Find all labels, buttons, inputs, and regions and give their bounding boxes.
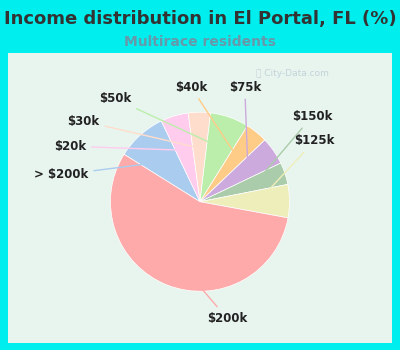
Text: $30k: $30k [68,115,197,147]
Wedge shape [200,184,290,218]
Text: $75k: $75k [229,80,261,166]
Text: $50k: $50k [99,92,217,146]
Wedge shape [110,154,288,291]
Text: ⓘ City-Data.com: ⓘ City-Data.com [256,69,328,78]
Text: > $200k: > $200k [34,162,162,181]
Text: $40k: $40k [175,80,235,154]
Bar [8,52,392,343]
Wedge shape [188,112,210,202]
Text: $125k: $125k [260,134,335,199]
Text: $150k: $150k [257,110,332,181]
Text: Income distribution in El Portal, FL (%): Income distribution in El Portal, FL (%) [4,10,396,28]
Wedge shape [200,113,248,202]
Text: $20k: $20k [54,140,182,153]
Wedge shape [161,113,200,202]
Wedge shape [200,126,265,202]
Wedge shape [124,121,200,202]
Text: Multirace residents: Multirace residents [124,35,276,49]
Wedge shape [200,163,288,202]
Text: $200k: $200k [179,262,247,324]
Wedge shape [200,140,281,202]
